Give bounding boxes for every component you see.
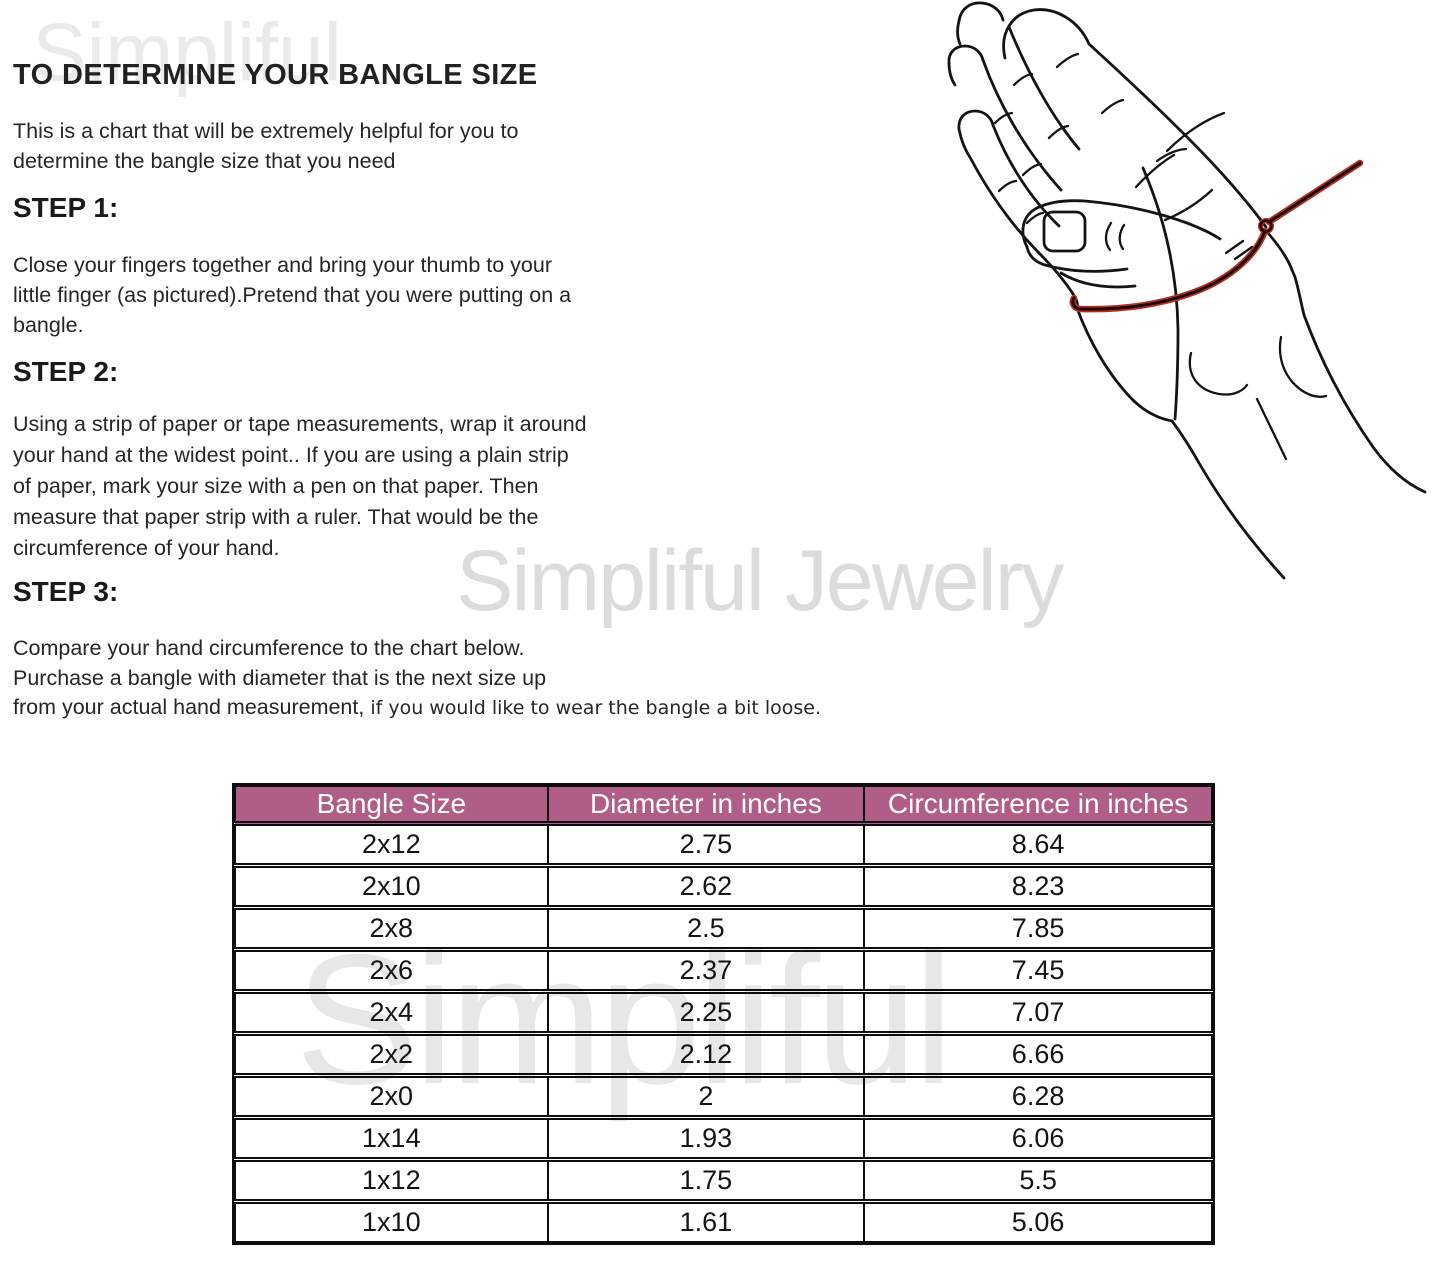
step3-body: Compare your hand circumference to the c…: [13, 634, 821, 724]
col-header-circumference: Circumference in inches: [863, 785, 1213, 825]
table-row: 2x0 2 6.28: [234, 1073, 1213, 1119]
intro-text: This is a chart that will be extremely h…: [13, 119, 519, 173]
step3-body-main: Compare your hand circumference to the c…: [13, 636, 547, 719]
table-cell: 8.23: [863, 863, 1213, 909]
step3-note-handwritten: if you would like to wear the bangle a b…: [370, 697, 822, 719]
hand-crease-lines: [993, 52, 1328, 461]
header-row: Bangle Size Diameter in inches Circumfer…: [234, 785, 1213, 825]
table-cell: 2.37: [546, 947, 866, 993]
table-row: 1x14 1.93 6.06: [234, 1115, 1213, 1161]
watermark-top: Simpliful: [32, 7, 342, 98]
table-cell: 1x10: [234, 1199, 549, 1243]
table-cell: 1.93: [546, 1115, 866, 1161]
hand-illustration: [947, 1, 1427, 580]
table-cell: 2.12: [546, 1031, 866, 1077]
table-cell: 2x12: [234, 821, 549, 867]
table-cell: 8.64: [863, 821, 1213, 867]
size-table-container: Bangle Size Diameter in inches Circumfer…: [232, 783, 1215, 1245]
step2-body: Using a strip of paper or tape measureme…: [13, 412, 587, 560]
table-row: 2x4 2.25 7.07: [234, 989, 1213, 1035]
table-cell: 6.66: [863, 1031, 1213, 1077]
string-knot-core: [1259, 219, 1273, 233]
table-row: 2x8 2.5 7.85: [234, 905, 1213, 951]
table-row: 1x12 1.75 5.5: [234, 1157, 1213, 1203]
step2-heading: STEP 2:: [13, 356, 119, 387]
size-table: Bangle Size Diameter in inches Circumfer…: [234, 785, 1213, 1243]
table-cell: 1x12: [234, 1157, 549, 1203]
table-cell: 1.61: [546, 1199, 866, 1243]
table-cell: 7.45: [863, 947, 1213, 993]
table-cell: 2.25: [546, 989, 866, 1035]
table-cell: 1x14: [234, 1115, 549, 1161]
col-header-diameter: Diameter in inches: [546, 785, 866, 825]
page-title: TO DETERMINE YOUR BANGLE SIZE: [13, 59, 538, 91]
table-cell: 6.06: [863, 1115, 1213, 1161]
table-cell: 2.75: [546, 821, 866, 867]
table-cell: 2x4: [234, 989, 549, 1035]
table-cell: 2x0: [234, 1073, 549, 1119]
table-cell: 7.85: [863, 905, 1213, 951]
step3-heading: STEP 3:: [13, 576, 119, 607]
table-row: 1x10 1.61 5.06: [234, 1199, 1213, 1243]
size-table-body: 2x12 2.75 8.64 2x10 2.62 8.23 2x8 2.5 7.85 2x6 2.3…: [234, 821, 1213, 1243]
table-cell: 2.62: [546, 863, 866, 909]
table-cell: 2x8: [234, 905, 549, 951]
table-cell: 2: [546, 1073, 866, 1119]
measuring-string-core: [1071, 161, 1362, 311]
table-cell: 2x6: [234, 947, 549, 993]
table-cell: 1.75: [546, 1157, 866, 1203]
table-row: 2x10 2.62 8.23: [234, 863, 1213, 909]
table-row: 2x6 2.37 7.45: [234, 947, 1213, 993]
watermark-middle: Simpliful Jewelry: [456, 533, 1064, 629]
step1-heading: STEP 1:: [13, 192, 119, 223]
table-cell: 2x10: [234, 863, 549, 909]
table-row: 2x2 2.12 6.66: [234, 1031, 1213, 1077]
hand-outline: [947, 1, 1427, 580]
table-cell: 7.07: [863, 989, 1213, 1035]
table-row: 2x12 2.75 8.64: [234, 821, 1213, 867]
table-cell: 2x2: [234, 1031, 549, 1077]
table-cell: 5.06: [863, 1199, 1213, 1243]
table-cell: 2.5: [546, 905, 866, 951]
table-cell: 6.28: [863, 1073, 1213, 1119]
step1-body: Close your fingers together and bring yo…: [13, 253, 572, 337]
size-table-header: Bangle Size Diameter in inches Circumfer…: [234, 785, 1213, 825]
col-header-bangle-size: Bangle Size: [234, 785, 549, 825]
table-cell: 5.5: [863, 1157, 1213, 1203]
